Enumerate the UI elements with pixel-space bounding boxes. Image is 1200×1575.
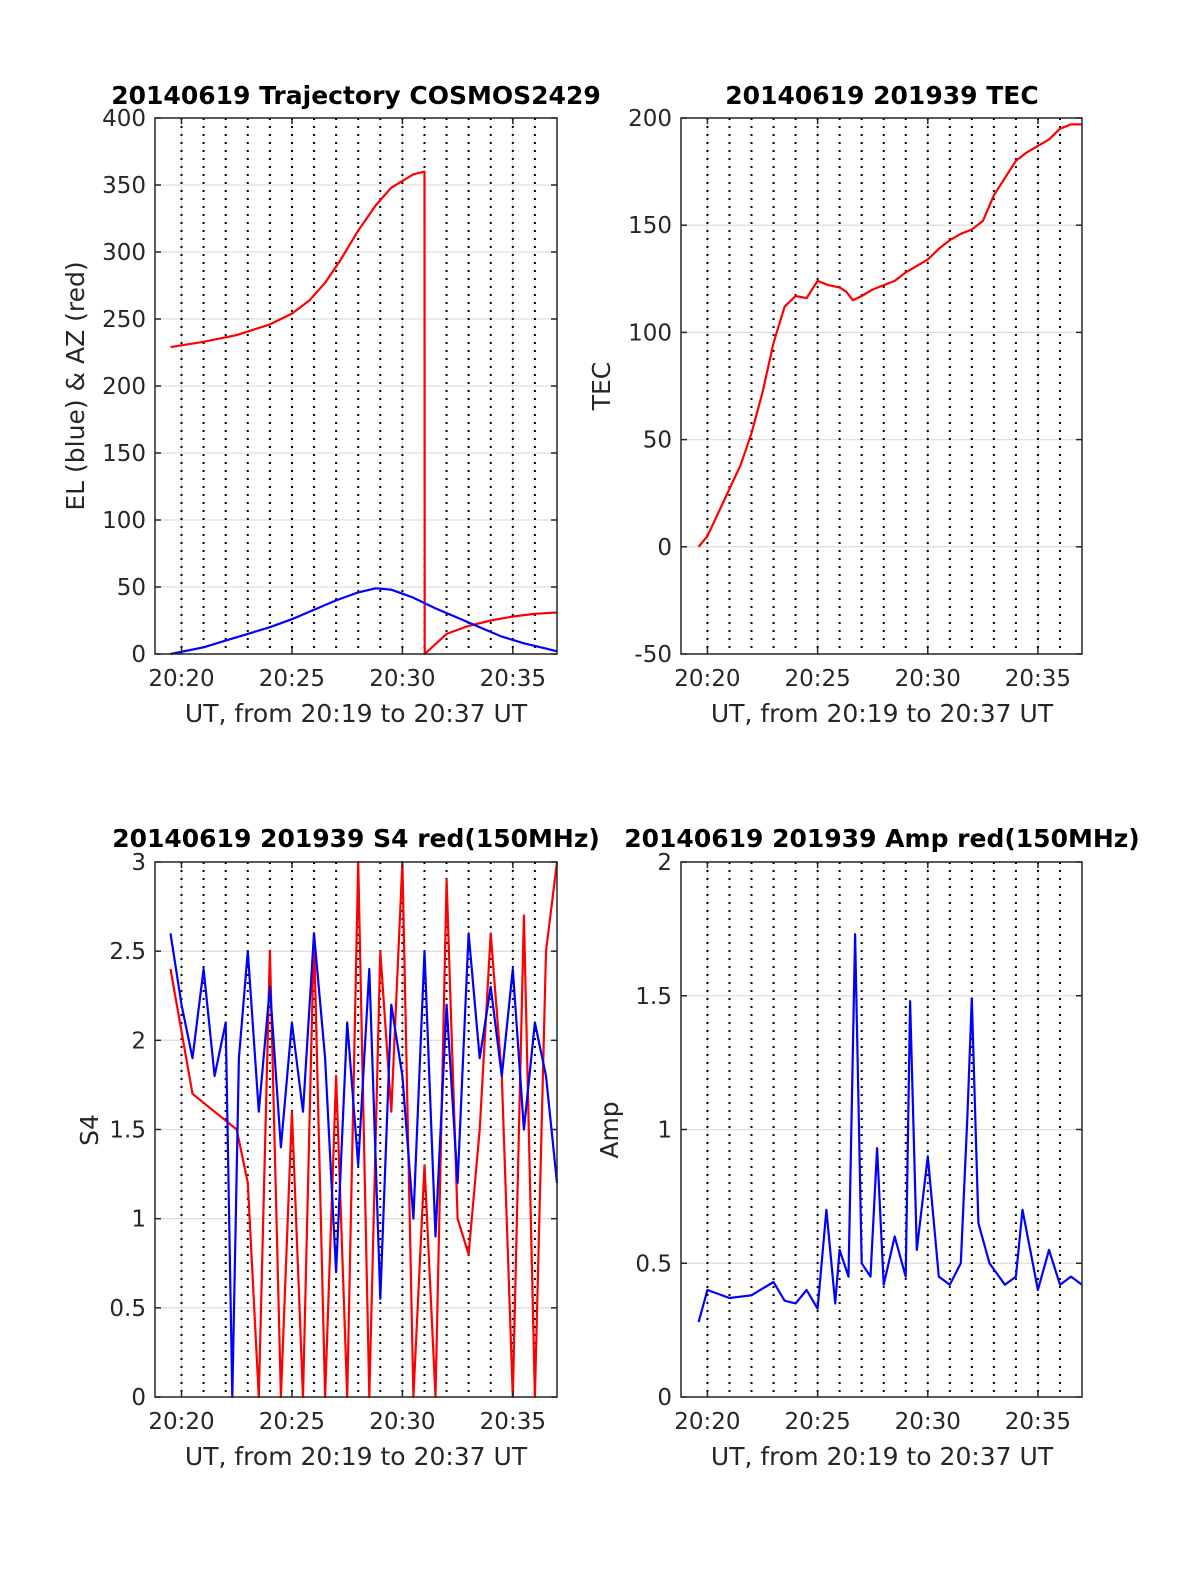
x-tick-label: 20:35 bbox=[480, 666, 546, 692]
x-axis-label: UT, from 20:19 to 20:37 UT bbox=[185, 1442, 528, 1471]
series-line bbox=[697, 123, 1082, 548]
y-tick-label: 200 bbox=[628, 106, 672, 132]
y-tick-label: 400 bbox=[102, 106, 146, 132]
chart-title: 20140619 201939 TEC bbox=[725, 81, 1038, 110]
series-line bbox=[170, 587, 558, 656]
x-tick-label: 20:20 bbox=[674, 1409, 740, 1435]
y-tick-label: 1.5 bbox=[109, 1118, 146, 1144]
x-tick-label: 20:25 bbox=[784, 1409, 850, 1435]
y-tick-label: 50 bbox=[643, 428, 672, 454]
y-tick-label: 250 bbox=[102, 307, 146, 333]
y-tick-label: 0 bbox=[131, 642, 146, 668]
series-line bbox=[697, 933, 1083, 1323]
y-tick-label: 1 bbox=[657, 1118, 672, 1144]
y-tick-label: 150 bbox=[628, 213, 672, 239]
x-tick-label: 20:20 bbox=[674, 666, 740, 692]
y-tick-label: 3 bbox=[131, 850, 146, 876]
y-axis-label: TEC bbox=[587, 362, 616, 412]
chart-trajectory: 20140619 Trajectory COSMOS2429 0 50 100 150… bbox=[61, 81, 601, 728]
x-tick-label: 20:25 bbox=[784, 666, 850, 692]
y-tick-label: 300 bbox=[102, 240, 146, 266]
y-tick-label: 350 bbox=[102, 173, 146, 199]
x-tick-label: 20:20 bbox=[148, 1409, 214, 1435]
x-tick-label: 20:20 bbox=[148, 666, 214, 692]
axes-box bbox=[680, 117, 1083, 655]
x-axis-label: UT, from 20:19 to 20:37 UT bbox=[185, 699, 528, 728]
y-tick-label: 0.5 bbox=[635, 1251, 672, 1277]
x-axis-label: UT, from 20:19 to 20:37 UT bbox=[711, 699, 1054, 728]
x-tick-label: 20:30 bbox=[895, 666, 961, 692]
series-line bbox=[170, 170, 558, 656]
chart-title: 20140619 201939 S4 red(150MHz) bbox=[112, 824, 600, 853]
y-tick-label: 1.5 bbox=[635, 984, 672, 1010]
y-tick-label: 0 bbox=[657, 535, 672, 561]
series-line bbox=[169, 860, 559, 1399]
chart-s4: 20140619 201939 S4 red(150MHz) 0 0.5 1 1.5 2… bbox=[75, 824, 600, 1471]
y-tick-label: 1 bbox=[131, 1207, 146, 1233]
y-axis-label: Amp bbox=[595, 1101, 624, 1158]
x-tick-label: 20:30 bbox=[895, 1409, 961, 1435]
chart-tec: 20140619 201939 TEC -50 0 50 100 150 200 20:20… bbox=[587, 81, 1083, 728]
y-tick-label: -50 bbox=[634, 642, 672, 668]
y-tick-label: 150 bbox=[102, 441, 146, 467]
y-tick-label: 100 bbox=[628, 320, 672, 346]
x-axis-label: UT, from 20:19 to 20:37 UT bbox=[711, 1442, 1054, 1471]
y-tick-label: 2.5 bbox=[109, 939, 146, 965]
x-tick-label: 20:25 bbox=[259, 1409, 325, 1435]
y-tick-label: 0 bbox=[657, 1385, 672, 1411]
x-tick-label: 20:35 bbox=[1005, 666, 1071, 692]
y-tick-label: 2 bbox=[657, 850, 672, 876]
y-tick-label: 200 bbox=[102, 374, 146, 400]
y-tick-label: 50 bbox=[117, 575, 146, 601]
x-tick-label: 20:30 bbox=[369, 1409, 435, 1435]
x-tick-label: 20:25 bbox=[259, 666, 325, 692]
x-tick-label: 20:35 bbox=[1005, 1409, 1071, 1435]
y-tick-label: 2 bbox=[131, 1028, 146, 1054]
chart-amp: 20140619 201939 Amp red(150MHz) 0 0.5 1 1.5… bbox=[595, 824, 1140, 1471]
y-tick-label: 0 bbox=[131, 1385, 146, 1411]
y-axis-label: EL (blue) & AZ (red) bbox=[61, 261, 90, 510]
x-tick-label: 20:30 bbox=[369, 666, 435, 692]
y-tick-label: 0.5 bbox=[109, 1296, 146, 1322]
x-tick-label: 20:35 bbox=[480, 1409, 546, 1435]
chart-title: 20140619 Trajectory COSMOS2429 bbox=[111, 81, 601, 110]
y-tick-label: 100 bbox=[102, 508, 146, 534]
y-axis-label: S4 bbox=[75, 1114, 104, 1146]
chart-title: 20140619 201939 Amp red(150MHz) bbox=[624, 824, 1140, 853]
